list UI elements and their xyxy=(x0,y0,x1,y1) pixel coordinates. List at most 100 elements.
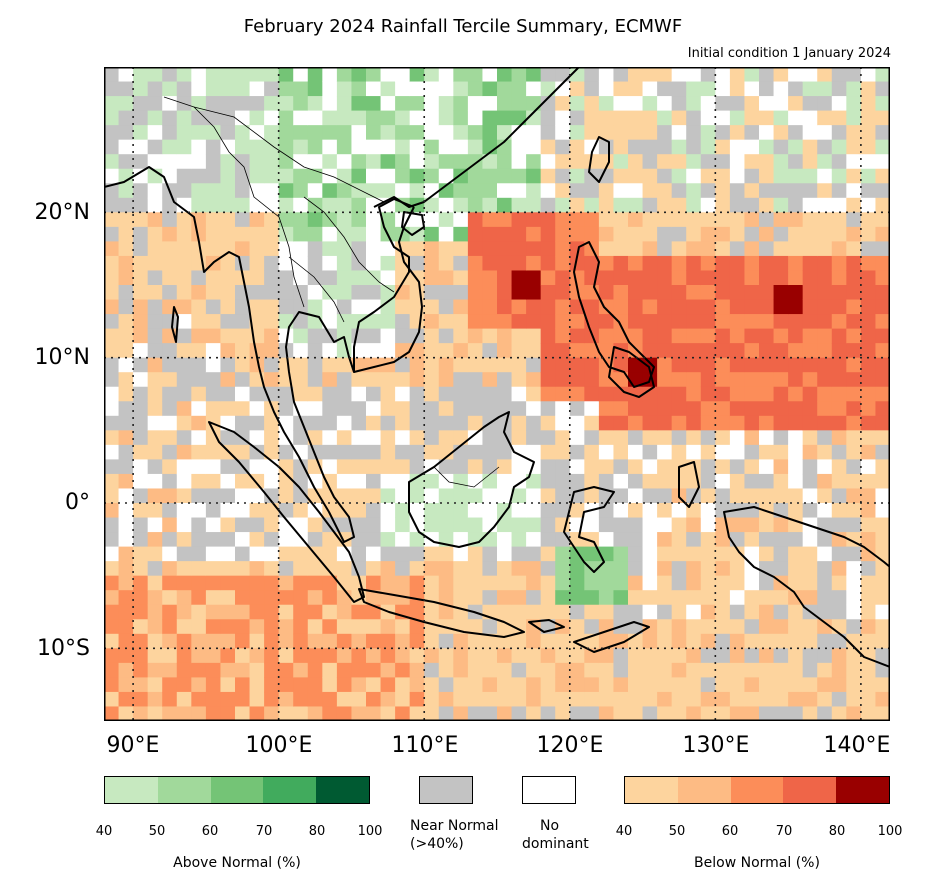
grid-cell xyxy=(628,125,644,141)
grid-cell xyxy=(424,633,440,649)
grid-cell xyxy=(191,357,207,373)
grid-cell xyxy=(133,168,149,184)
grid-cell xyxy=(162,706,178,721)
grid-cell xyxy=(424,154,440,170)
grid-cell xyxy=(860,67,876,83)
grid-cell xyxy=(700,473,716,489)
grid-cell xyxy=(249,561,265,577)
grid-cell xyxy=(671,503,687,519)
grid-cell xyxy=(467,241,483,257)
grid-cell xyxy=(409,430,425,446)
grid-cell xyxy=(104,314,120,330)
grid-cell xyxy=(307,648,323,664)
grid-cell xyxy=(307,81,323,97)
grid-cell xyxy=(802,96,818,112)
grid-cell xyxy=(322,285,338,301)
grid-cell xyxy=(147,590,163,606)
grid-cell xyxy=(511,401,527,417)
grid-cell xyxy=(409,226,425,242)
grid-cell xyxy=(293,154,309,170)
grid-cell xyxy=(409,473,425,489)
grid-cell xyxy=(104,488,120,504)
grid-cell xyxy=(307,691,323,707)
grid-cell xyxy=(133,183,149,199)
grid-cell xyxy=(657,183,673,199)
grid-cell xyxy=(875,473,890,489)
grid-cell xyxy=(598,285,614,301)
grid-cell xyxy=(642,139,658,155)
grid-cell xyxy=(686,546,702,562)
grid-cell xyxy=(729,590,745,606)
grid-cell xyxy=(322,197,338,213)
grid-cell xyxy=(453,444,469,460)
grid-cell xyxy=(569,401,585,417)
grid-cell xyxy=(482,285,498,301)
grid-cell xyxy=(497,488,513,504)
grid-cell xyxy=(336,633,352,649)
grid-cell xyxy=(686,139,702,155)
grid-cell xyxy=(176,575,192,591)
grid-cell xyxy=(700,255,716,271)
grid-cell xyxy=(497,67,513,83)
grid-cell xyxy=(118,532,134,548)
grid-cell xyxy=(715,183,731,199)
grid-cell xyxy=(482,648,498,664)
grid-cell xyxy=(555,648,571,664)
grid-cell xyxy=(438,328,454,344)
grid-cell xyxy=(235,212,251,228)
grid-cell xyxy=(555,401,571,417)
grid-cell xyxy=(191,183,207,199)
grid-cell xyxy=(628,110,644,126)
grid-cell xyxy=(497,270,513,286)
grid-cell xyxy=(133,561,149,577)
grid-cell xyxy=(788,328,804,344)
grid-cell xyxy=(598,139,614,155)
grid-cell xyxy=(729,459,745,475)
grid-cell xyxy=(162,154,178,170)
grid-cell xyxy=(540,299,556,315)
grid-cell xyxy=(555,212,571,228)
grid-cell xyxy=(497,706,513,721)
grid-cell xyxy=(526,648,542,664)
grid-cell xyxy=(264,255,280,271)
grid-cell xyxy=(176,473,192,489)
grid-cell xyxy=(380,81,396,97)
grid-cell xyxy=(118,488,134,504)
grid-cell xyxy=(700,285,716,301)
grid-cell xyxy=(846,372,862,388)
grid-cell xyxy=(598,706,614,721)
grid-cell xyxy=(497,517,513,533)
grid-cell xyxy=(366,691,382,707)
grid-cell xyxy=(395,430,411,446)
grid-cell xyxy=(351,255,367,271)
grid-cell xyxy=(744,619,760,635)
grid-cell xyxy=(424,662,440,678)
grid-cell xyxy=(424,372,440,388)
grid-cell xyxy=(264,473,280,489)
grid-cell xyxy=(467,139,483,155)
grid-cell xyxy=(715,343,731,359)
grid-cell xyxy=(467,488,483,504)
grid-cell xyxy=(409,154,425,170)
grid-cell xyxy=(511,488,527,504)
grid-cell xyxy=(336,314,352,330)
grid-cell xyxy=(366,532,382,548)
grid-cell xyxy=(235,197,251,213)
grid-cell xyxy=(322,648,338,664)
grid-cell xyxy=(671,314,687,330)
grid-cell xyxy=(176,226,192,242)
grid-cell xyxy=(511,67,527,83)
grid-cell xyxy=(671,517,687,533)
grid-cell xyxy=(380,459,396,475)
grid-cell xyxy=(409,401,425,417)
grid-cell xyxy=(366,197,382,213)
grid-cell xyxy=(657,285,673,301)
grid-cell xyxy=(220,662,236,678)
grid-cell xyxy=(686,415,702,431)
grid-cell xyxy=(351,706,367,721)
grid-cell xyxy=(860,619,876,635)
grid-cell xyxy=(133,241,149,257)
grid-cell xyxy=(307,677,323,693)
grid-cell xyxy=(424,255,440,271)
grid-cell xyxy=(540,648,556,664)
